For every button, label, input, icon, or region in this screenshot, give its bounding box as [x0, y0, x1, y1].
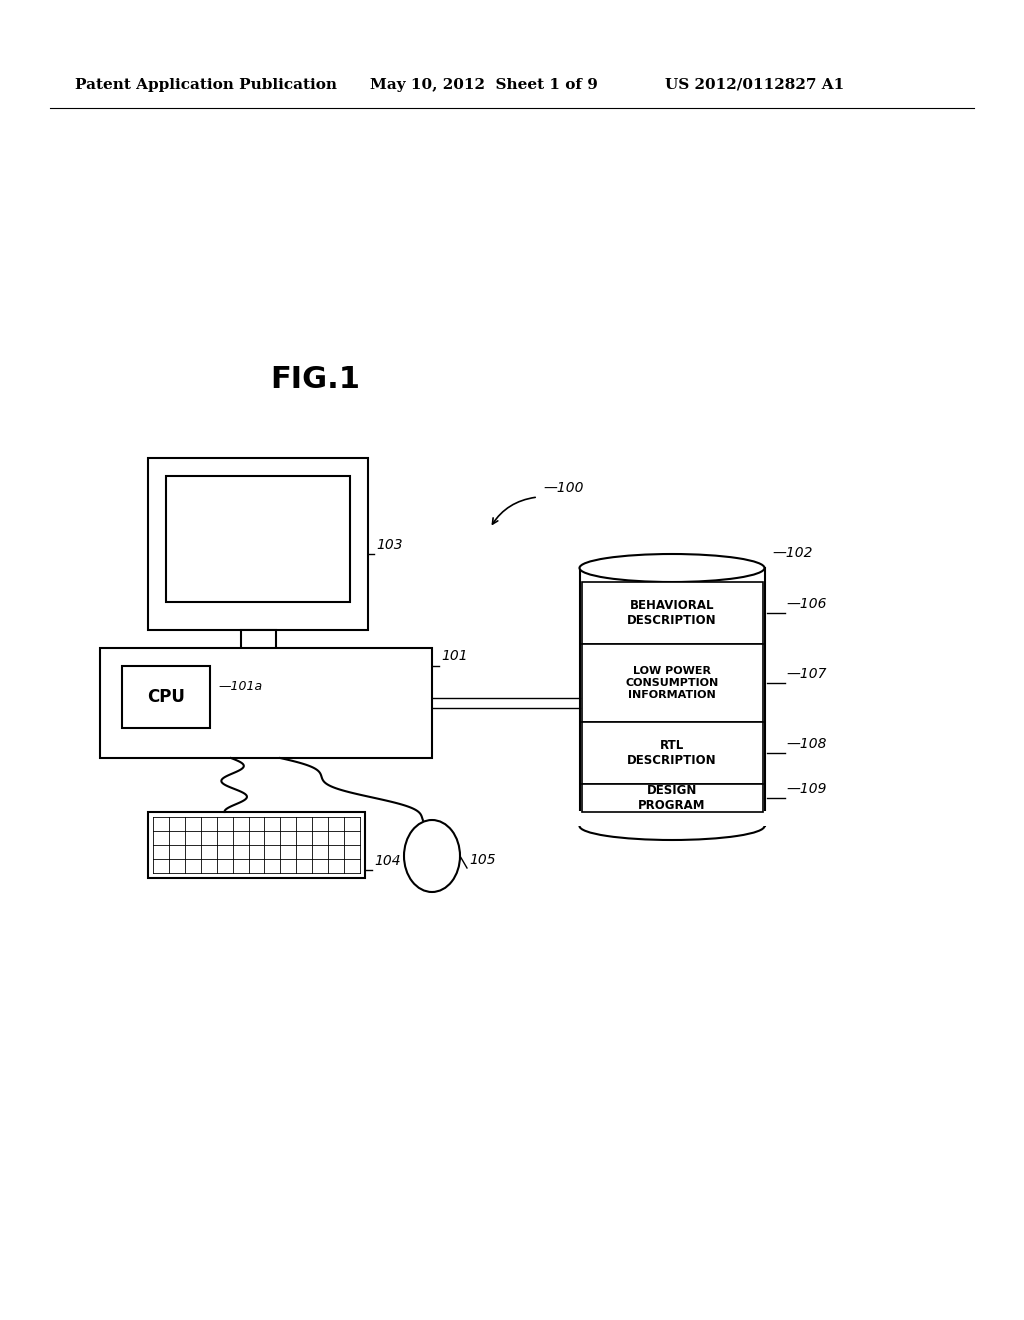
- Bar: [241, 630, 275, 649]
- Text: May 10, 2012  Sheet 1 of 9: May 10, 2012 Sheet 1 of 9: [370, 78, 598, 92]
- Text: 104: 104: [374, 854, 400, 869]
- Bar: [580, 568, 765, 826]
- Bar: [166, 477, 350, 602]
- Text: —109: —109: [786, 781, 827, 796]
- Text: —102: —102: [772, 546, 813, 560]
- Bar: [148, 458, 368, 630]
- Text: 101: 101: [441, 649, 468, 663]
- Text: CPU: CPU: [147, 688, 185, 706]
- Text: 103: 103: [376, 539, 402, 552]
- Ellipse shape: [580, 554, 765, 582]
- Text: Patent Application Publication: Patent Application Publication: [75, 78, 337, 92]
- Text: —101a: —101a: [218, 680, 262, 693]
- Text: FIG.1: FIG.1: [270, 366, 360, 395]
- Bar: [582, 644, 763, 722]
- Text: —108: —108: [786, 737, 827, 751]
- Bar: [100, 648, 432, 758]
- Text: BEHAVIORAL
DESCRIPTION: BEHAVIORAL DESCRIPTION: [627, 599, 717, 627]
- Bar: [148, 812, 365, 878]
- Text: RTL
DESCRIPTION: RTL DESCRIPTION: [627, 739, 717, 767]
- Text: —100: —100: [543, 480, 584, 495]
- Ellipse shape: [580, 812, 765, 840]
- Text: DESIGN
PROGRAM: DESIGN PROGRAM: [638, 784, 706, 812]
- Bar: [578, 810, 767, 826]
- Text: 105: 105: [469, 853, 496, 867]
- Bar: [582, 784, 763, 812]
- Text: LOW POWER
CONSUMPTION
INFORMATION: LOW POWER CONSUMPTION INFORMATION: [626, 667, 719, 700]
- Text: —107: —107: [786, 667, 827, 681]
- Bar: [228, 649, 288, 657]
- Bar: [122, 667, 210, 729]
- Text: —106: —106: [786, 597, 827, 611]
- Ellipse shape: [404, 820, 460, 892]
- Text: US 2012/0112827 A1: US 2012/0112827 A1: [665, 78, 844, 92]
- Bar: [582, 582, 763, 644]
- Bar: [582, 722, 763, 784]
